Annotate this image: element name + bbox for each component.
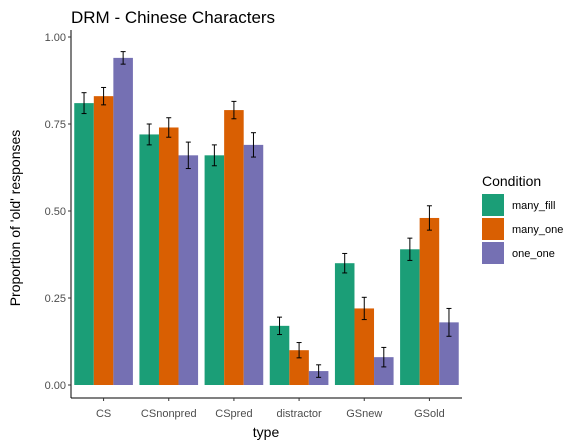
y-tick-label: 0.75 <box>45 119 66 131</box>
errorbar-many_fill-CSnonpred <box>146 123 152 146</box>
y-tick-label: 0.25 <box>45 293 66 305</box>
bar-many_fill-CS <box>74 103 94 386</box>
errorbar-many_fill-GSnew <box>342 252 348 274</box>
x-axis-title: type <box>253 424 280 440</box>
x-tick-label: GSold <box>414 408 445 420</box>
legend-label-many_fill: many_fill <box>512 200 555 212</box>
legend-title: Condition <box>482 173 541 189</box>
bar-many_one-GSold <box>419 217 440 385</box>
bar-many_fill-distractor <box>269 325 290 385</box>
x-tick-label: GSnew <box>346 408 382 420</box>
bar-many_fill-GSold <box>400 249 420 385</box>
errorbar-many_one-distractor <box>296 342 302 359</box>
bar-many_one-GSnew <box>354 308 375 385</box>
error-bars-layer <box>81 51 452 378</box>
bar-many_fill-CSnonpred <box>139 134 159 385</box>
y-axis-title: Proportion of 'old' responses <box>7 130 23 307</box>
errorbar-one_one-GSold <box>446 307 452 337</box>
y-tick-label: 0.50 <box>45 206 66 218</box>
bar-one_one-CS <box>113 57 133 385</box>
x-tick-label: CSpred <box>215 408 252 420</box>
bar-many_one-distractor <box>289 350 309 385</box>
errorbar-one_one-distractor <box>316 364 322 378</box>
legend-label-one_one: one_one <box>512 248 555 260</box>
bar-one_one-GSold <box>439 322 459 385</box>
bar-one_one-distractor <box>308 371 329 385</box>
errorbar-many_one-GSold <box>426 205 432 231</box>
bar-one_one-CSpred <box>243 144 264 385</box>
bar-many_one-CSpred <box>224 110 244 385</box>
errorbar-many_fill-CSpred <box>211 144 217 167</box>
errorbar-many_one-CSnonpred <box>166 117 172 138</box>
y-tick-label: 1.00 <box>45 32 66 44</box>
errorbar-one_one-CSnonpred <box>185 141 191 170</box>
bar-many_fill-CSpred <box>204 155 225 385</box>
x-tick-label: distractor <box>276 408 322 420</box>
errorbar-many_one-CSpred <box>231 100 237 120</box>
errorbar-many_one-CS <box>101 86 107 106</box>
bar-many_fill-GSnew <box>334 263 355 385</box>
errorbar-many_one-GSnew <box>361 296 367 321</box>
x-tick-label: CSnonpred <box>141 408 197 420</box>
errorbar-one_one-CSpred <box>250 132 256 158</box>
errorbar-many_fill-CS <box>81 92 87 115</box>
legend-key-many_one <box>482 218 504 240</box>
legend-key-one_one <box>482 242 504 264</box>
bars-layer <box>74 57 459 386</box>
chart-title: DRM - Chinese Characters <box>71 8 275 27</box>
bar-many_one-CS <box>93 96 114 385</box>
bar-one_one-GSnew <box>374 357 394 385</box>
errorbar-many_fill-GSold <box>407 237 413 261</box>
legend-label-many_one: many_one <box>512 224 563 236</box>
x-tick-label: CS <box>96 408 111 420</box>
errorbar-one_one-GSnew <box>381 346 387 368</box>
bar-one_one-CSnonpred <box>178 155 199 385</box>
y-tick-label: 0.00 <box>45 380 66 392</box>
errorbar-many_fill-distractor <box>277 316 283 336</box>
legend-key-many_fill <box>482 194 504 216</box>
errorbar-one_one-CS <box>120 51 126 65</box>
x-ticks: CS CSnonpred CSpred distractor GSnew GSold <box>96 398 445 420</box>
bar-many_one-CSnonpred <box>158 127 179 385</box>
y-ticks: 0.00 0.25 0.50 0.75 1.00 <box>45 32 71 392</box>
legend: Condition many_fill many_one one_one <box>482 173 563 264</box>
